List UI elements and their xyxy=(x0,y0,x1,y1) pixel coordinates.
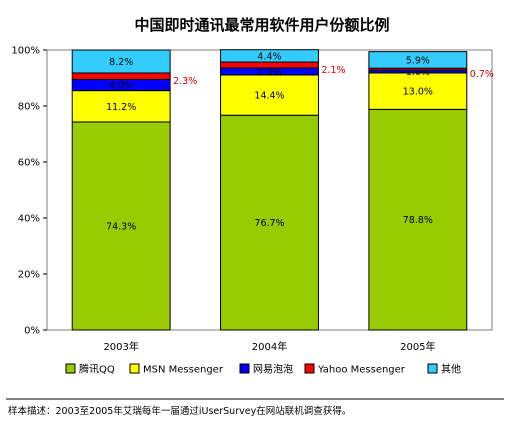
data-label: 78.8% xyxy=(403,215,433,226)
legend-label: MSN Messenger xyxy=(143,365,224,376)
legend-label: 网易泡泡 xyxy=(253,363,293,376)
legend-swatch xyxy=(304,363,315,374)
legend-swatch xyxy=(427,363,438,374)
bar-segment xyxy=(220,49,319,63)
y-tick-label: 60% xyxy=(18,158,40,169)
bar-segment xyxy=(220,61,319,69)
y-tick-label: 40% xyxy=(18,214,40,225)
data-label: 1.0% xyxy=(406,67,430,78)
chart-title: 中国即时通讯最常用软件用户份额比例 xyxy=(134,16,389,34)
bar-segment xyxy=(71,121,171,331)
bar-segment xyxy=(368,51,468,69)
x-tick-label: 2003年 xyxy=(103,340,138,353)
data-label: 5.9% xyxy=(406,55,430,66)
y-axis: 0% 20% 40% 60% 80% 100% xyxy=(11,46,47,337)
legend-label: 腾讯QQ xyxy=(79,363,115,376)
data-label: 13.0% xyxy=(403,87,433,98)
data-label: 2.5% xyxy=(257,67,281,78)
data-label: 8.2% xyxy=(109,57,133,68)
data-label: 14.4% xyxy=(254,91,284,102)
legend-swatch xyxy=(239,363,250,374)
y-tick-label: 80% xyxy=(18,102,40,113)
bar-segment xyxy=(71,72,171,80)
x-tick-label: 2004年 xyxy=(252,340,287,353)
legend: 腾讯QQ MSN Messenger 网易泡泡 Yahoo Messenger 其他 xyxy=(65,363,461,376)
bar-segment xyxy=(220,74,319,116)
bars: 74.3% 11.2% 4.0% 2.3% 8.2% 76.7% 14.4% 2.5% 2.1%… xyxy=(71,49,494,331)
x-tick-label: 2005年 xyxy=(400,340,435,353)
data-label: 4.0% xyxy=(109,81,133,92)
data-label: 74.3% xyxy=(106,221,136,232)
y-tick-label: 100% xyxy=(11,46,40,57)
legend-swatch xyxy=(65,363,76,374)
bar-segment xyxy=(368,108,468,331)
data-label: 0.7% xyxy=(470,69,494,80)
bar-segment xyxy=(220,114,319,331)
data-label: 11.2% xyxy=(106,102,136,113)
data-label: 2.3% xyxy=(173,76,197,87)
legend-swatch xyxy=(129,363,140,374)
data-label: 2.1% xyxy=(321,65,345,76)
y-tick-label: 0% xyxy=(24,326,40,337)
data-label: 76.7% xyxy=(254,218,284,229)
footnote: 样本描述：2003至2005年艾瑞每年一届通过iUserSurvey在网站联机调… xyxy=(8,405,351,417)
x-axis: 2003年 2004年 2005年 xyxy=(103,340,435,353)
y-tick-label: 20% xyxy=(18,270,40,281)
data-label: 4.4% xyxy=(257,51,281,62)
bar-segment xyxy=(71,90,171,123)
bar-segment xyxy=(71,49,171,74)
legend-label: Yahoo Messenger xyxy=(317,365,406,376)
legend-label: 其他 xyxy=(441,363,461,376)
